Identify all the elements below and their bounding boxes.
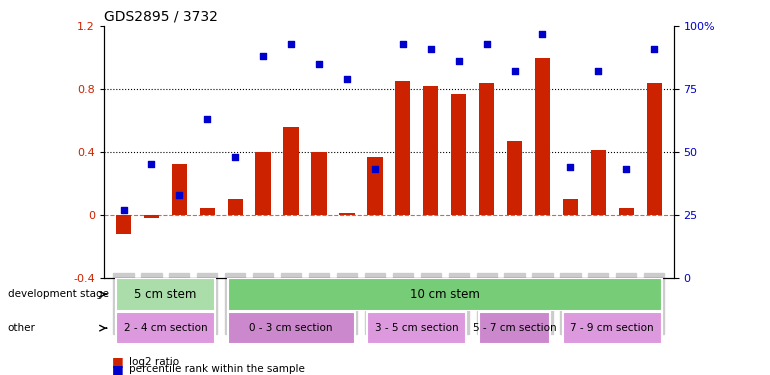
Point	[424, 46, 437, 52]
Text: development stage: development stage	[8, 290, 109, 299]
Text: 7 - 9 cm section: 7 - 9 cm section	[571, 323, 654, 333]
Point	[201, 116, 213, 122]
Bar	[479, 83, 494, 214]
Text: 2 - 4 cm section: 2 - 4 cm section	[124, 323, 207, 333]
Point	[508, 69, 521, 75]
Text: GDS2895 / 3732: GDS2895 / 3732	[104, 10, 218, 24]
Bar	[507, 141, 522, 214]
Bar	[647, 83, 662, 214]
Bar	[283, 127, 299, 214]
Bar	[199, 209, 215, 214]
Bar	[479, 312, 550, 344]
Bar	[423, 86, 438, 214]
Bar	[144, 214, 159, 218]
Bar	[451, 94, 467, 214]
Text: 10 cm stem: 10 cm stem	[410, 288, 480, 301]
Point	[285, 41, 297, 47]
Text: ■: ■	[112, 363, 123, 375]
Point	[564, 164, 577, 170]
Bar	[228, 312, 355, 344]
Point	[369, 166, 381, 172]
Point	[620, 166, 632, 172]
Point	[592, 69, 604, 75]
Bar	[116, 214, 131, 234]
Point	[453, 58, 465, 64]
Bar	[563, 312, 662, 344]
Point	[146, 161, 158, 167]
Point	[313, 61, 325, 67]
Point	[117, 207, 129, 213]
Point	[257, 53, 270, 59]
Bar	[116, 278, 215, 310]
Bar	[340, 213, 355, 214]
Point	[480, 41, 493, 47]
Text: log2 ratio: log2 ratio	[129, 357, 179, 367]
Bar	[395, 81, 410, 214]
Point	[537, 31, 549, 37]
Bar	[228, 278, 662, 310]
Text: 3 - 5 cm section: 3 - 5 cm section	[375, 323, 459, 333]
Text: 5 cm stem: 5 cm stem	[134, 288, 196, 301]
Text: 0 - 3 cm section: 0 - 3 cm section	[249, 323, 333, 333]
Bar	[618, 209, 634, 214]
Bar	[172, 164, 187, 214]
Point	[341, 76, 353, 82]
Text: percentile rank within the sample: percentile rank within the sample	[129, 364, 304, 374]
Bar	[591, 150, 606, 214]
Text: ■: ■	[112, 356, 123, 368]
Bar	[367, 157, 383, 214]
Point	[173, 192, 186, 198]
Bar	[311, 152, 326, 214]
Bar	[367, 312, 467, 344]
Text: 5 - 7 cm section: 5 - 7 cm section	[473, 323, 557, 333]
Text: other: other	[8, 323, 35, 333]
Bar	[563, 199, 578, 214]
Bar	[116, 312, 215, 344]
Bar	[256, 152, 271, 214]
Point	[397, 41, 409, 47]
Point	[229, 154, 241, 160]
Point	[648, 46, 661, 52]
Bar	[535, 58, 550, 214]
Bar	[228, 199, 243, 214]
